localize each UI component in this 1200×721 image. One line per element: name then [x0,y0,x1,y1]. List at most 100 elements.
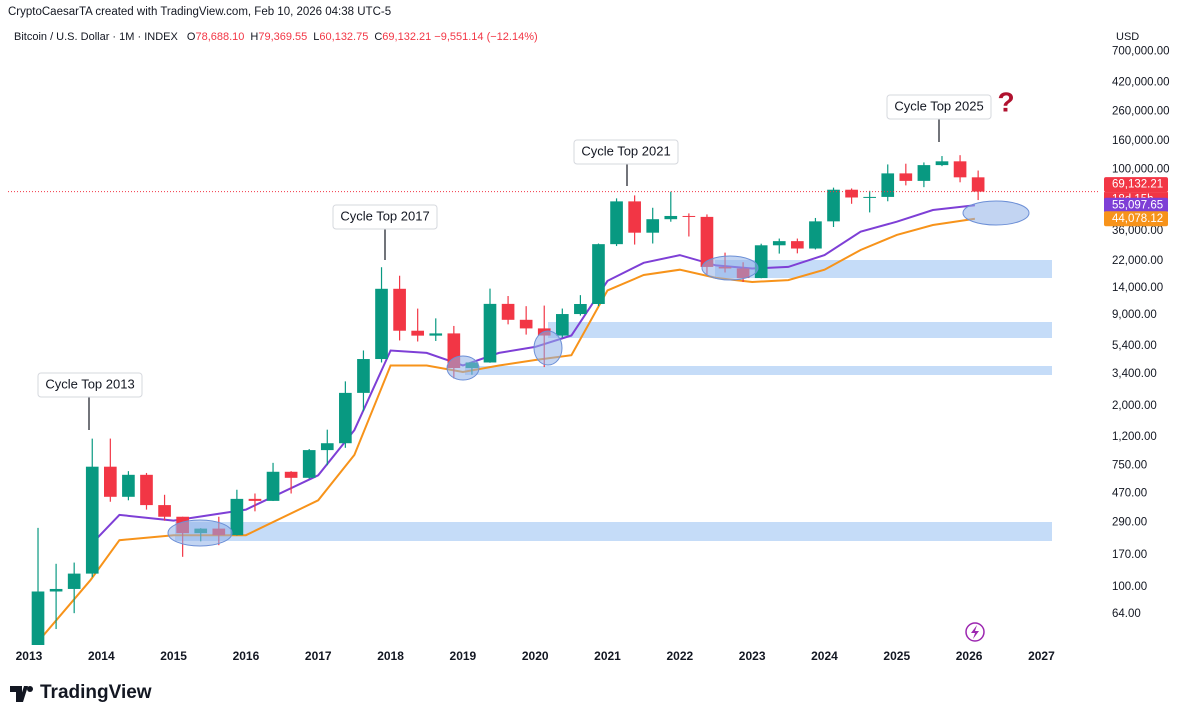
y-tick-label: 5,400.00 [1112,340,1157,352]
callout-box [37,372,143,398]
ma-line [39,217,976,641]
ma-line [89,204,976,546]
y-tick-label: 260,000.00 [1112,105,1170,117]
annotation: Cycle Top 2013 [45,376,134,391]
candle-body [574,303,587,315]
x-tick-label: 2015 [160,649,187,663]
question-mark: ? [997,86,1014,117]
candle-body [845,189,858,198]
highlight-ellipse [701,255,759,281]
x-tick-label: 2025 [883,649,910,663]
x-tick-label: 2024 [811,649,838,663]
callout-box [332,204,438,230]
y-tick-label: 14,000.00 [1112,282,1163,294]
ohlc-key: O [186,31,196,43]
annotation: Cycle Top 2025 [894,98,983,113]
candle-body [266,471,280,501]
candle-body [248,498,262,501]
x-tick-label: 2023 [739,649,766,663]
logo-dot [27,686,33,692]
candle-body [917,165,931,181]
candle-body [284,471,298,478]
candle-body [429,333,443,336]
candle-body [664,215,678,220]
callout-box [886,94,992,120]
candle-body [555,314,569,336]
x-tick-label: 2026 [956,649,983,663]
price-label: 55,097.65 [1112,199,1163,211]
x-tick-label: 2014 [88,649,115,663]
support-zone [175,522,1052,541]
y-tick-label: 64.00 [1112,608,1141,620]
candle-body [320,443,334,451]
x-tick-label: 2018 [377,649,404,663]
candle-body [592,244,605,304]
candle-body [953,161,967,178]
symbol: Bitcoin / U.S. Dollar · 1M · INDEX [14,31,178,43]
candle-body [935,161,949,166]
support-zone [548,322,1052,338]
annotation: Cycle Top 2021 [581,143,670,158]
candle-body [158,505,171,517]
price-label-box [1104,197,1168,213]
y-tick-label: 36,000.00 [1112,225,1163,237]
ohlc-value: 60,132.75 [319,31,369,43]
candle-body [104,466,117,497]
candle-body [49,588,63,592]
y-tick-label: 22,000.00 [1112,255,1163,267]
y-tick-label: 700,000.00 [1112,46,1170,58]
axes: 700,000.00 420,000.00 260,000.00 160,000.00… [16,46,1170,664]
candle-body [122,474,135,497]
symbol-legend: Bitcoin / U.S. Dollar · 1M · INDEX O78,6… [14,31,538,43]
candle-body [791,241,804,249]
y-tick-label: 1,200.00 [1112,431,1157,443]
y-tick-label: 470.00 [1112,488,1147,500]
logo-mark [10,686,28,702]
plot-area [8,155,1100,645]
candle-body [67,573,81,589]
brand: TradingView [40,682,152,703]
candle-body [31,591,45,645]
alert-icon[interactable] [965,622,985,642]
highlight-ellipse [167,519,233,547]
candle-body [863,196,876,198]
x-tick-label: 2019 [450,649,477,663]
price-label-box [1104,211,1168,227]
candle-body [827,189,840,222]
attribution: CryptoCaesarTA created with TradingView.… [8,6,392,18]
candle-body [700,216,714,267]
candle-body [682,215,696,217]
candle-body [772,241,786,246]
candle-body [881,173,895,197]
candle-body [646,219,660,233]
candle-body [85,466,99,574]
candle-body [610,201,623,245]
price-label: 44,078.12 [1112,213,1163,225]
candle-body [971,177,985,192]
change: −9,551.14 (−12.14%) [434,31,538,43]
candle-body [411,330,425,336]
x-tick-label: 2013 [16,649,43,663]
candle-body [140,474,153,506]
x-tick-label: 2020 [522,649,549,663]
y-tick-label: 3,400.00 [1112,368,1157,380]
zones [175,260,1052,541]
candle-body [519,319,533,329]
candle-body [483,303,497,363]
candle-body [302,450,316,478]
highlight-ellipse [533,330,563,366]
y-tick-label: 750.00 [1112,459,1147,471]
y-tick-label: 100.00 [1112,581,1147,593]
x-tick-label: 2027 [1028,649,1055,663]
highlight-ellipse [962,200,1030,226]
candle-body [375,288,388,360]
ohlc: O78,688.10 H79,369.55 L60,132.75 C69,132.21 [181,31,434,43]
y-tick-label: 2,000.00 [1112,400,1157,412]
x-tick-label: 2017 [305,649,332,663]
ohlc-key: C [374,31,383,43]
support-zone [715,260,1052,278]
highlight-ellipse [446,355,480,381]
candle-body [809,221,822,249]
